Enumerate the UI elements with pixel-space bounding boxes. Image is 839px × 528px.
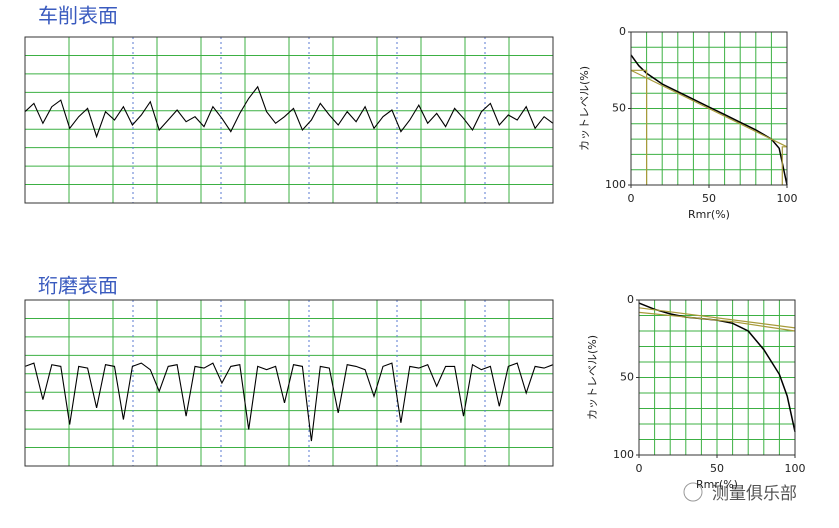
x-tick-label: 50 <box>710 462 724 475</box>
bearing-line <box>781 146 787 185</box>
y-axis-label: カットレベル(%) <box>578 66 591 151</box>
y-tick-label: 100 <box>605 178 626 191</box>
bearing-line <box>638 307 796 329</box>
y-tick-label: 0 <box>619 25 626 38</box>
y-axis-label: カットレベル(%) <box>586 335 599 420</box>
x-tick-label: 100 <box>777 192 798 205</box>
plot-frame <box>24 299 554 467</box>
title: 珩磨表面 <box>38 274 118 298</box>
bearing-line <box>631 69 648 185</box>
y-tick-label: 100 <box>613 448 634 461</box>
watermark: 测量俱乐部 <box>712 484 797 504</box>
plot-frame <box>630 31 788 186</box>
y-tick-label: 0 <box>627 293 634 306</box>
profile-line <box>24 362 554 442</box>
x-axis-label: Rmr(%) <box>688 208 730 221</box>
plot-frame <box>24 36 554 204</box>
x-tick-label: 50 <box>702 192 716 205</box>
plot-frame <box>638 299 796 456</box>
profile-line <box>24 85 554 139</box>
y-tick-label: 50 <box>620 371 634 384</box>
x-tick-label: 0 <box>636 462 643 475</box>
x-tick-label: 0 <box>628 192 635 205</box>
bearing-line <box>638 302 796 432</box>
bearing-line <box>630 69 788 148</box>
x-axis-label: Rmr(%) <box>696 478 738 491</box>
x-tick-label: 100 <box>785 462 806 475</box>
bearing-line <box>638 311 796 332</box>
watermark-icon <box>683 482 703 502</box>
title: 车削表面 <box>38 4 118 28</box>
y-tick-label: 50 <box>612 102 626 115</box>
